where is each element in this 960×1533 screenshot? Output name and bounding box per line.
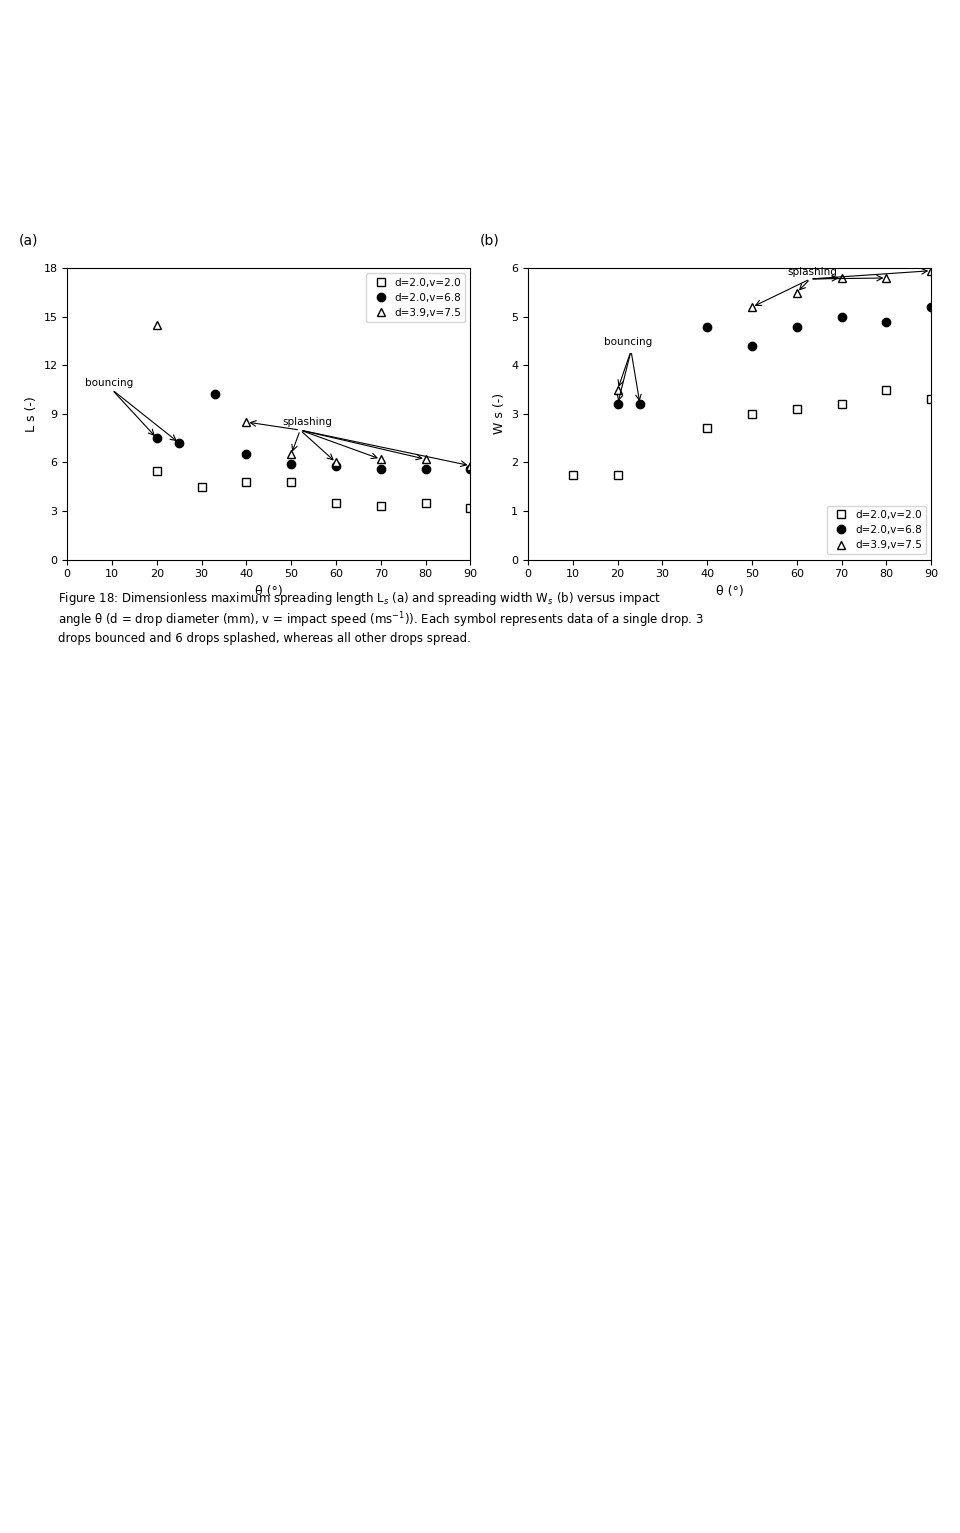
Text: (b): (b) [480,235,499,248]
Text: bouncing: bouncing [604,337,653,346]
Text: splashing: splashing [788,267,838,276]
Text: bouncing: bouncing [85,379,133,388]
Text: (a): (a) [19,235,38,248]
Y-axis label: L s (-): L s (-) [25,396,37,432]
Legend: d=2.0,v=2.0, d=2.0,v=6.8, d=3.9,v=7.5: d=2.0,v=2.0, d=2.0,v=6.8, d=3.9,v=7.5 [366,273,466,322]
Text: Figure 18: Dimensionless maximum spreading length L$_s$ (a) and spreading width : Figure 18: Dimensionless maximum spreadi… [58,590,704,644]
Y-axis label: W s (-): W s (-) [492,394,506,434]
X-axis label: θ (°): θ (°) [255,584,282,598]
X-axis label: θ (°): θ (°) [716,584,743,598]
Legend: d=2.0,v=2.0, d=2.0,v=6.8, d=3.9,v=7.5: d=2.0,v=2.0, d=2.0,v=6.8, d=3.9,v=7.5 [827,506,926,555]
Text: splashing: splashing [282,417,332,428]
